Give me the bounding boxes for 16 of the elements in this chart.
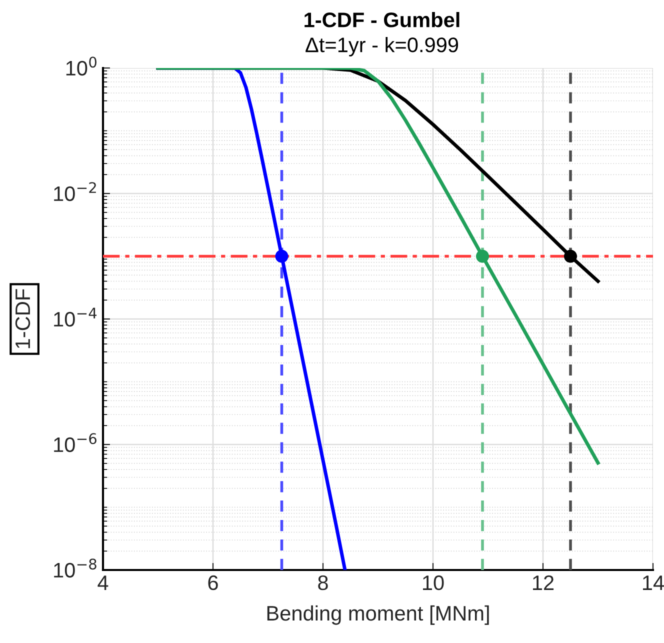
x-tick-label: 10 — [423, 575, 444, 590]
y-tick-label: 10$^{−8}$ — [54, 558, 96, 578]
y-tick-label: 10$^{−2}$ — [54, 182, 96, 202]
x-tick-label: 8 — [318, 575, 328, 590]
y-tick-label: 10$^{−6}$ — [54, 433, 96, 452]
y-tick-label: 10$^{0}$ — [66, 56, 96, 76]
chart-title: 1-CDF - Gumbel — [304, 12, 460, 28]
x-tick-label: 6 — [208, 575, 218, 590]
line-series — [156, 68, 600, 465]
y-axis-title: 1-CDF — [15, 289, 30, 348]
x-axis-title: Bending moment [MNm] — [267, 605, 489, 625]
chart-subtitle: Δt=1yr - k=0.999 — [306, 37, 458, 56]
y-tick-label: 10$^{−4}$ — [54, 308, 97, 327]
x-tick-label: 14 — [643, 576, 664, 590]
x-tick-label: 12 — [533, 575, 554, 590]
x-tick-label: 4 — [98, 576, 108, 590]
